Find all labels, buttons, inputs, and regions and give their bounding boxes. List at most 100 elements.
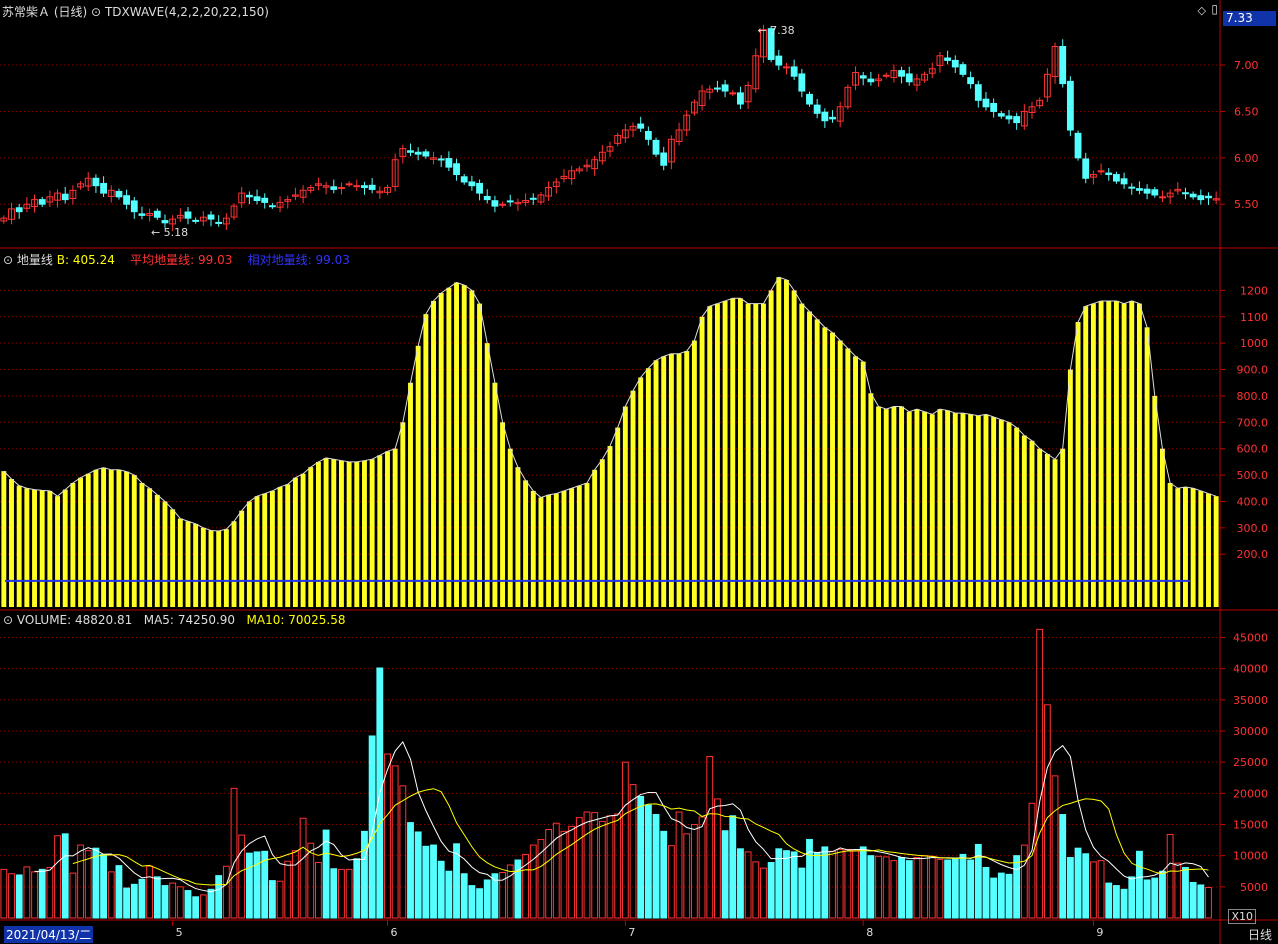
candle-body: [806, 93, 813, 105]
volume-bar: [783, 850, 790, 919]
month-label: 6: [390, 926, 397, 939]
candle-body: [399, 148, 407, 157]
dlx-bar: [722, 300, 728, 607]
volume-tick-label: 25000: [1233, 756, 1268, 769]
candle-body: [1212, 198, 1220, 201]
indicator-name[interactable]: TDXWAVE(4,2,2,20,22,150): [104, 5, 269, 19]
dlx-bar: [1190, 488, 1196, 607]
dlx-bar: [638, 377, 644, 607]
volume-bar: [997, 872, 1005, 919]
dlx-bar: [101, 467, 107, 607]
volume-tick-label: 45000: [1233, 631, 1268, 644]
volume-bar: [729, 815, 737, 919]
dlx-bar: [78, 477, 84, 607]
volume-bar: [1205, 886, 1212, 919]
dlx-bar: [1113, 300, 1119, 607]
volume-bar: [468, 885, 476, 919]
volume-unit: X10: [1228, 909, 1256, 924]
volume-bar: [867, 855, 875, 919]
volume-bar: [775, 848, 783, 919]
candle-body: [1066, 80, 1074, 131]
volume-bar: [77, 844, 84, 919]
stock-name[interactable]: 苏常柴Ａ: [2, 5, 51, 19]
dlx-bar: [1029, 440, 1035, 607]
volume-bar: [1112, 885, 1120, 919]
volume-bar: [253, 851, 261, 919]
dlx-bar: [761, 303, 766, 607]
candle-body: [353, 185, 361, 188]
volume-bar: [453, 843, 460, 919]
dlx-bar: [16, 485, 22, 607]
volume-title[interactable]: VOLUME:: [16, 613, 72, 627]
candle-body: [483, 195, 491, 201]
dlx-title[interactable]: 地量线: [16, 253, 53, 267]
volume-bar: [821, 846, 829, 919]
dropdown-icon[interactable]: ⊙: [91, 5, 102, 19]
volume-bar: [1020, 844, 1028, 919]
candle-body: [453, 163, 460, 176]
dlx-bar: [162, 501, 168, 607]
candle-body: [499, 203, 506, 206]
candle-body: [905, 73, 913, 83]
volume-bar: [898, 857, 905, 919]
dlx-bar: [845, 348, 851, 607]
diamond-icon[interactable]: ◇: [1197, 4, 1206, 17]
volume-bar: [115, 865, 123, 919]
month-label: 7: [628, 926, 635, 939]
candle-body: [545, 187, 553, 197]
window-handle-icon[interactable]: ▯: [1211, 2, 1218, 16]
volume-bar: [391, 765, 399, 919]
volume-bar: [967, 859, 975, 919]
dlx-bar: [538, 497, 544, 607]
candle-body: [1051, 45, 1059, 78]
candle-body: [1197, 195, 1205, 201]
dlx-bar: [822, 327, 828, 607]
dropdown-icon[interactable]: ⊙: [3, 613, 14, 627]
candle-body: [652, 139, 660, 155]
volume-bar: [0, 868, 8, 919]
dlx-bar: [454, 282, 459, 607]
candle-body: [621, 129, 629, 139]
volume-bar: [161, 885, 169, 919]
candle-body: [921, 73, 929, 81]
dlx-panel-header: ⊙ 地量线 B: 405.24 平均地量线: 99.03 相对地量线: 99.0…: [3, 251, 350, 268]
candle-body: [1097, 170, 1105, 173]
period-tab[interactable]: 日线: [1247, 928, 1272, 942]
dlx-bar: [300, 473, 306, 607]
dlx-bar: [500, 422, 506, 607]
volume-bar: [1197, 884, 1205, 919]
dlx-bar: [645, 368, 651, 607]
volume-bar: [430, 844, 437, 919]
volume-bar: [875, 855, 882, 919]
volume-bar: [1013, 855, 1021, 919]
candle-body: [284, 199, 292, 202]
dlx-bar: [630, 390, 636, 607]
avg-value: 99.03: [197, 253, 233, 267]
candle-body: [0, 217, 8, 222]
dlx-bar: [446, 287, 452, 607]
dlx-bar: [369, 459, 375, 607]
dlx-bar: [139, 482, 145, 607]
dlx-bar: [599, 459, 605, 607]
dlx-bar: [415, 345, 421, 607]
dropdown-icon[interactable]: ⊙: [3, 253, 14, 267]
volume-bar: [215, 875, 223, 919]
volume-value: 48820.81: [75, 613, 133, 627]
volume-bar: [1036, 628, 1044, 919]
candle-body: [614, 135, 622, 144]
candle-body: [184, 211, 192, 219]
volume-bar: [760, 867, 767, 919]
dlx-bar: [1067, 369, 1073, 607]
candle-body: [138, 213, 146, 216]
candle-body: [253, 196, 261, 202]
candle-body: [959, 64, 967, 75]
volume-bar: [683, 833, 691, 919]
volume-tick-label: 40000: [1233, 663, 1268, 676]
candle-body: [882, 74, 890, 77]
ma5-value: 74250.90: [177, 613, 236, 627]
candle-body: [1105, 172, 1113, 176]
ma10-value: 70025.58: [288, 613, 346, 627]
dlx-bar: [200, 527, 206, 607]
dlx-bar: [753, 303, 759, 607]
dlx-tick-label: 900.0: [1237, 364, 1269, 377]
